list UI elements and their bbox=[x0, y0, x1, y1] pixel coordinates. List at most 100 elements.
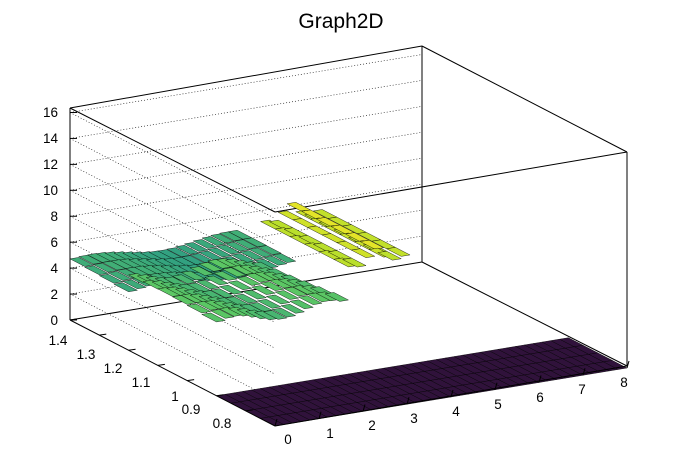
surface-cell bbox=[289, 299, 314, 310]
surface-cell bbox=[359, 239, 385, 250]
surface-cell bbox=[385, 247, 411, 257]
surface-cell bbox=[341, 257, 367, 268]
z-tick-label: 2 bbox=[50, 287, 58, 302]
surface-cell bbox=[271, 253, 297, 263]
surface-cell bbox=[157, 287, 182, 297]
z-gridline bbox=[69, 106, 423, 165]
x-tick bbox=[274, 418, 278, 427]
y-tick-label: 1.4 bbox=[49, 333, 68, 348]
x-tick bbox=[406, 397, 410, 405]
x-tick-label: 5 bbox=[494, 397, 502, 412]
z-gridline bbox=[69, 157, 423, 217]
y-tick bbox=[69, 318, 78, 321]
surface-cell bbox=[204, 275, 229, 286]
y-tick bbox=[99, 333, 107, 336]
surface-cell bbox=[236, 276, 262, 286]
surface-cell bbox=[333, 257, 358, 268]
y-tick bbox=[245, 409, 253, 412]
surface-cell bbox=[107, 271, 133, 281]
surface-cell bbox=[92, 262, 118, 273]
surface-cell bbox=[78, 254, 103, 265]
surface-cell bbox=[265, 294, 291, 305]
surface-cell bbox=[242, 289, 267, 300]
y-tick-label: 1.2 bbox=[104, 361, 123, 376]
surface-cell bbox=[218, 284, 244, 295]
x-tick-labels: 0 1 2 3 4 5 6 7 8 bbox=[284, 375, 628, 447]
z-tick-label: 0 bbox=[50, 313, 58, 328]
surface-cell bbox=[262, 310, 288, 320]
x-tick-label: 2 bbox=[368, 418, 376, 433]
surface-cell bbox=[233, 239, 259, 249]
x-tick-label: 1 bbox=[326, 426, 334, 441]
surface-cell bbox=[257, 245, 282, 255]
surface-cell bbox=[306, 292, 332, 303]
y-tick-label: 0.9 bbox=[182, 402, 201, 417]
axis-frame bbox=[69, 45, 628, 367]
surface-cell bbox=[262, 255, 288, 266]
z-gridline bbox=[69, 183, 423, 243]
z-gridlines bbox=[69, 54, 423, 401]
surface-cell bbox=[242, 237, 268, 248]
surface-cell bbox=[166, 247, 191, 257]
x-tick-label: 6 bbox=[536, 390, 544, 405]
surface-cell bbox=[174, 245, 200, 255]
y-tick-label: 0.8 bbox=[213, 416, 232, 431]
z-tick-label: 6 bbox=[50, 235, 58, 250]
surface-cell bbox=[271, 307, 297, 318]
x-tick-label: 0 bbox=[284, 432, 292, 447]
surface-cell bbox=[239, 250, 265, 260]
surface-cell bbox=[248, 302, 273, 312]
surface-cell bbox=[377, 250, 402, 261]
surface-cell bbox=[183, 242, 209, 252]
surface-cell bbox=[350, 248, 376, 258]
surface-cell bbox=[259, 281, 285, 291]
surface-cell bbox=[280, 304, 306, 314]
surface-cell bbox=[227, 280, 253, 290]
surface-cell bbox=[171, 295, 197, 305]
z-gridline bbox=[69, 112, 276, 219]
z-gridline bbox=[69, 267, 276, 375]
chart-title: Graph2D bbox=[298, 10, 383, 33]
y-tick bbox=[128, 348, 136, 351]
surface-cell bbox=[189, 266, 215, 276]
surface-cell bbox=[233, 293, 259, 304]
y-tick bbox=[187, 379, 195, 382]
x-tick bbox=[450, 389, 454, 398]
z-tick-label: 14 bbox=[43, 131, 59, 146]
x-tick bbox=[626, 360, 630, 369]
x-tick bbox=[318, 411, 322, 419]
axis-ticks bbox=[69, 111, 630, 427]
surface-cell bbox=[283, 286, 309, 297]
y-tick-label: 1.3 bbox=[77, 347, 96, 362]
surface-cell bbox=[201, 312, 226, 323]
x-tick bbox=[582, 368, 586, 376]
surface-cell bbox=[195, 279, 221, 290]
surface-cell bbox=[207, 247, 232, 258]
surface-cell bbox=[256, 299, 282, 309]
surface-cell bbox=[230, 265, 256, 275]
surface-cell bbox=[195, 300, 221, 311]
z-gridline bbox=[69, 241, 276, 349]
surface-cell bbox=[253, 310, 279, 321]
y-tick-label: 1.1 bbox=[132, 375, 151, 390]
surface-cell bbox=[69, 257, 95, 267]
surface-cell bbox=[268, 278, 294, 289]
z-gridline bbox=[69, 293, 276, 401]
surface-cell bbox=[221, 267, 247, 277]
z-gridline bbox=[69, 80, 423, 139]
y-tick-labels: 0.8 0.9 1 1.1 1.2 1.3 1.4 bbox=[49, 333, 232, 431]
surface-mesh bbox=[69, 202, 628, 427]
y-tick bbox=[216, 394, 224, 397]
surface-cell bbox=[186, 303, 212, 314]
y-tick bbox=[157, 363, 165, 366]
x-tick-label: 8 bbox=[620, 375, 628, 390]
surface-cell bbox=[274, 290, 300, 300]
surface-cell bbox=[216, 244, 241, 255]
surface-cell bbox=[212, 271, 238, 281]
y-tick-label: 1 bbox=[171, 389, 179, 404]
z-gridline bbox=[69, 54, 423, 113]
surface-cell bbox=[210, 233, 235, 244]
surface-cell bbox=[218, 307, 244, 317]
surface-cell bbox=[251, 285, 276, 295]
